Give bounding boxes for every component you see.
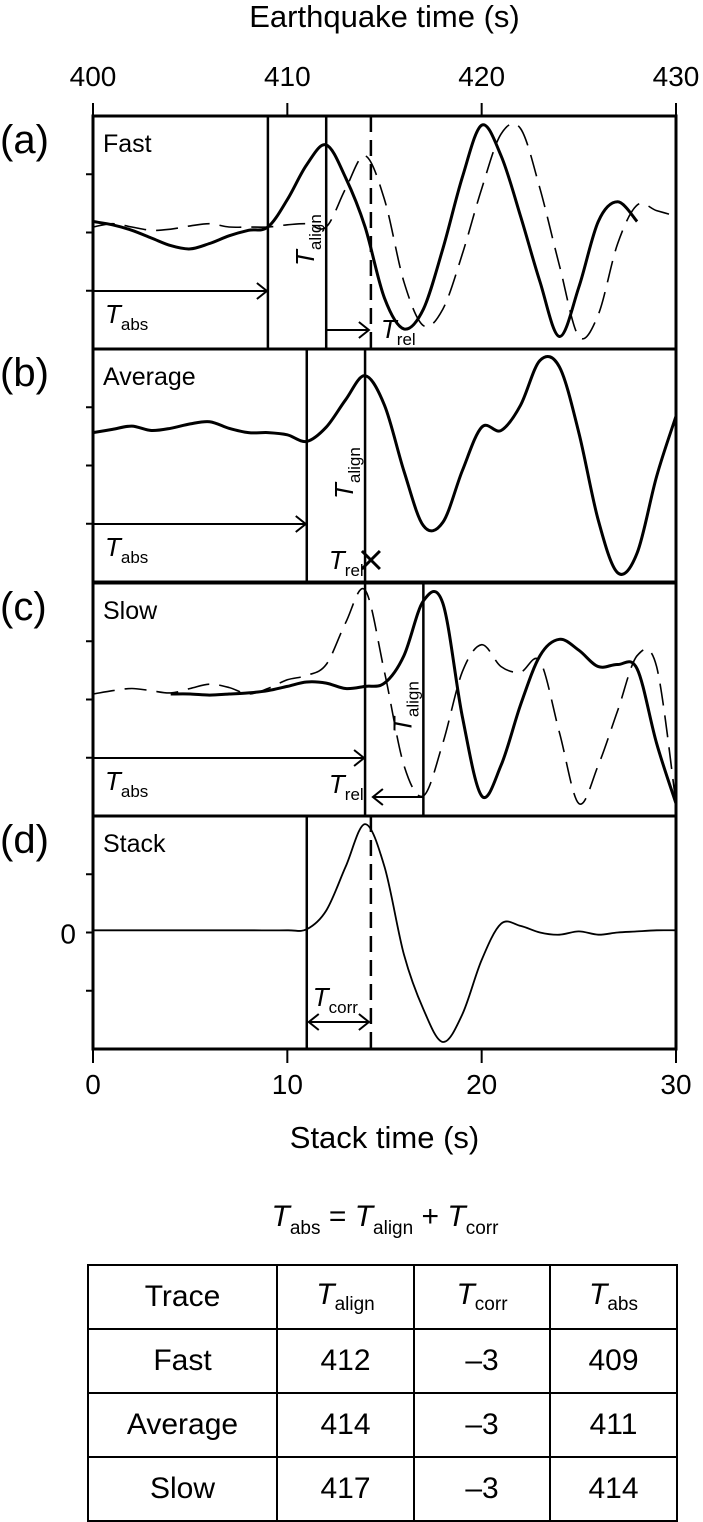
cell-trace: Average [87, 1392, 278, 1458]
header-t-abs: Tabs [549, 1264, 678, 1330]
trace-thin [93, 823, 677, 1043]
top-axis-tick-label: 430 [653, 61, 700, 92]
panel-slow: (c) Slow Tabs Talign Trel [0, 581, 678, 818]
rel-arrow [326, 321, 371, 339]
equation: Tabs = Talign + Tcorr [272, 1200, 500, 1239]
rel-arrow [371, 788, 424, 806]
label-t-align: Talign [290, 214, 325, 266]
arrow-head [358, 321, 371, 339]
label-t-abs: Tabs [105, 299, 148, 334]
table-row: Slow 417 –3 414 [87, 1456, 678, 1522]
arrow-head [353, 749, 366, 767]
label-t-rel: Trel [381, 314, 416, 349]
cell-trace: Fast [87, 1328, 278, 1394]
panel-stack: (d) Stack Tcorr 0 [0, 814, 678, 1051]
cell-align: 417 [276, 1456, 415, 1522]
trace-solid [92, 354, 678, 576]
label-t-abs: Tabs [105, 766, 148, 801]
panel-letter: (a) [0, 118, 49, 162]
cell-abs: 414 [549, 1456, 678, 1522]
trace-dashed [92, 122, 677, 340]
top-axis-tick-label: 420 [458, 61, 505, 92]
panel-name: Slow [103, 597, 158, 625]
panel-name: Fast [103, 130, 152, 158]
cell-align: 414 [276, 1392, 415, 1458]
arrow-head [256, 282, 269, 300]
arrow-head [295, 515, 308, 533]
results-table: Trace Talign Tcorr Tabs Fast 412 –3 409 … [87, 1264, 678, 1522]
arrow-head [371, 788, 384, 806]
header-t-corr: Tcorr [413, 1264, 551, 1330]
cell-abs: 411 [549, 1392, 678, 1458]
cell-corr: –3 [413, 1392, 551, 1458]
corr-arrow [307, 1013, 371, 1031]
label-t-abs: Tabs [105, 532, 148, 567]
cell-trace: Slow [87, 1456, 278, 1522]
bottom-axis-tick-label: 30 [660, 1069, 691, 1100]
cell-align: 412 [276, 1328, 415, 1394]
header-t-align: Talign [276, 1264, 415, 1330]
bottom-axis-tick-label: 20 [466, 1069, 497, 1100]
label-t-align: Talign [329, 447, 364, 499]
panel-frame [91, 581, 678, 818]
trace-dashed [92, 587, 677, 805]
table-header-row: Trace Talign Tcorr Tabs [87, 1264, 678, 1330]
panel-name: Average [103, 363, 196, 391]
arrow-head [358, 1013, 371, 1031]
zero-shift-cross [360, 549, 381, 571]
cell-abs: 409 [549, 1328, 678, 1394]
panel-average: (b) Average Tabs Talign Trel [0, 347, 678, 584]
panel-fast: (a) Fast Tabs Talign Trel [0, 114, 678, 351]
label-t-rel: Trel [329, 545, 364, 580]
table-row: Average 414 –3 411 [87, 1392, 678, 1458]
bottom-axis-title: Stack time (s) [290, 1120, 479, 1155]
label-t-align: Talign [387, 681, 422, 733]
top-axis-title: Earthquake time (s) [249, 0, 520, 34]
cell-corr: –3 [413, 1328, 551, 1394]
bottom-axis-tick-label: 10 [272, 1069, 303, 1100]
table-row: Fast 412 –3 409 [87, 1328, 678, 1394]
abs-arrow [93, 515, 308, 533]
zero-label: 0 [60, 919, 76, 950]
panel-letter: (b) [0, 351, 49, 395]
bottom-axis-tick-label: 0 [85, 1069, 101, 1100]
top-axis-tick-label: 410 [264, 61, 311, 92]
panel-letter: (c) [0, 585, 47, 629]
header-trace: Trace [87, 1264, 278, 1330]
trace-solid [92, 123, 639, 338]
panel-letter: (d) [0, 818, 49, 862]
label-t-corr: Tcorr [313, 982, 359, 1017]
label-t-rel: Trel [329, 769, 364, 804]
arrow-head [307, 1013, 320, 1031]
abs-arrow [93, 282, 269, 300]
top-axis-tick-label: 400 [70, 61, 117, 92]
abs-arrow [93, 749, 366, 767]
cell-corr: –3 [413, 1456, 551, 1522]
panel-name: Stack [103, 830, 166, 858]
